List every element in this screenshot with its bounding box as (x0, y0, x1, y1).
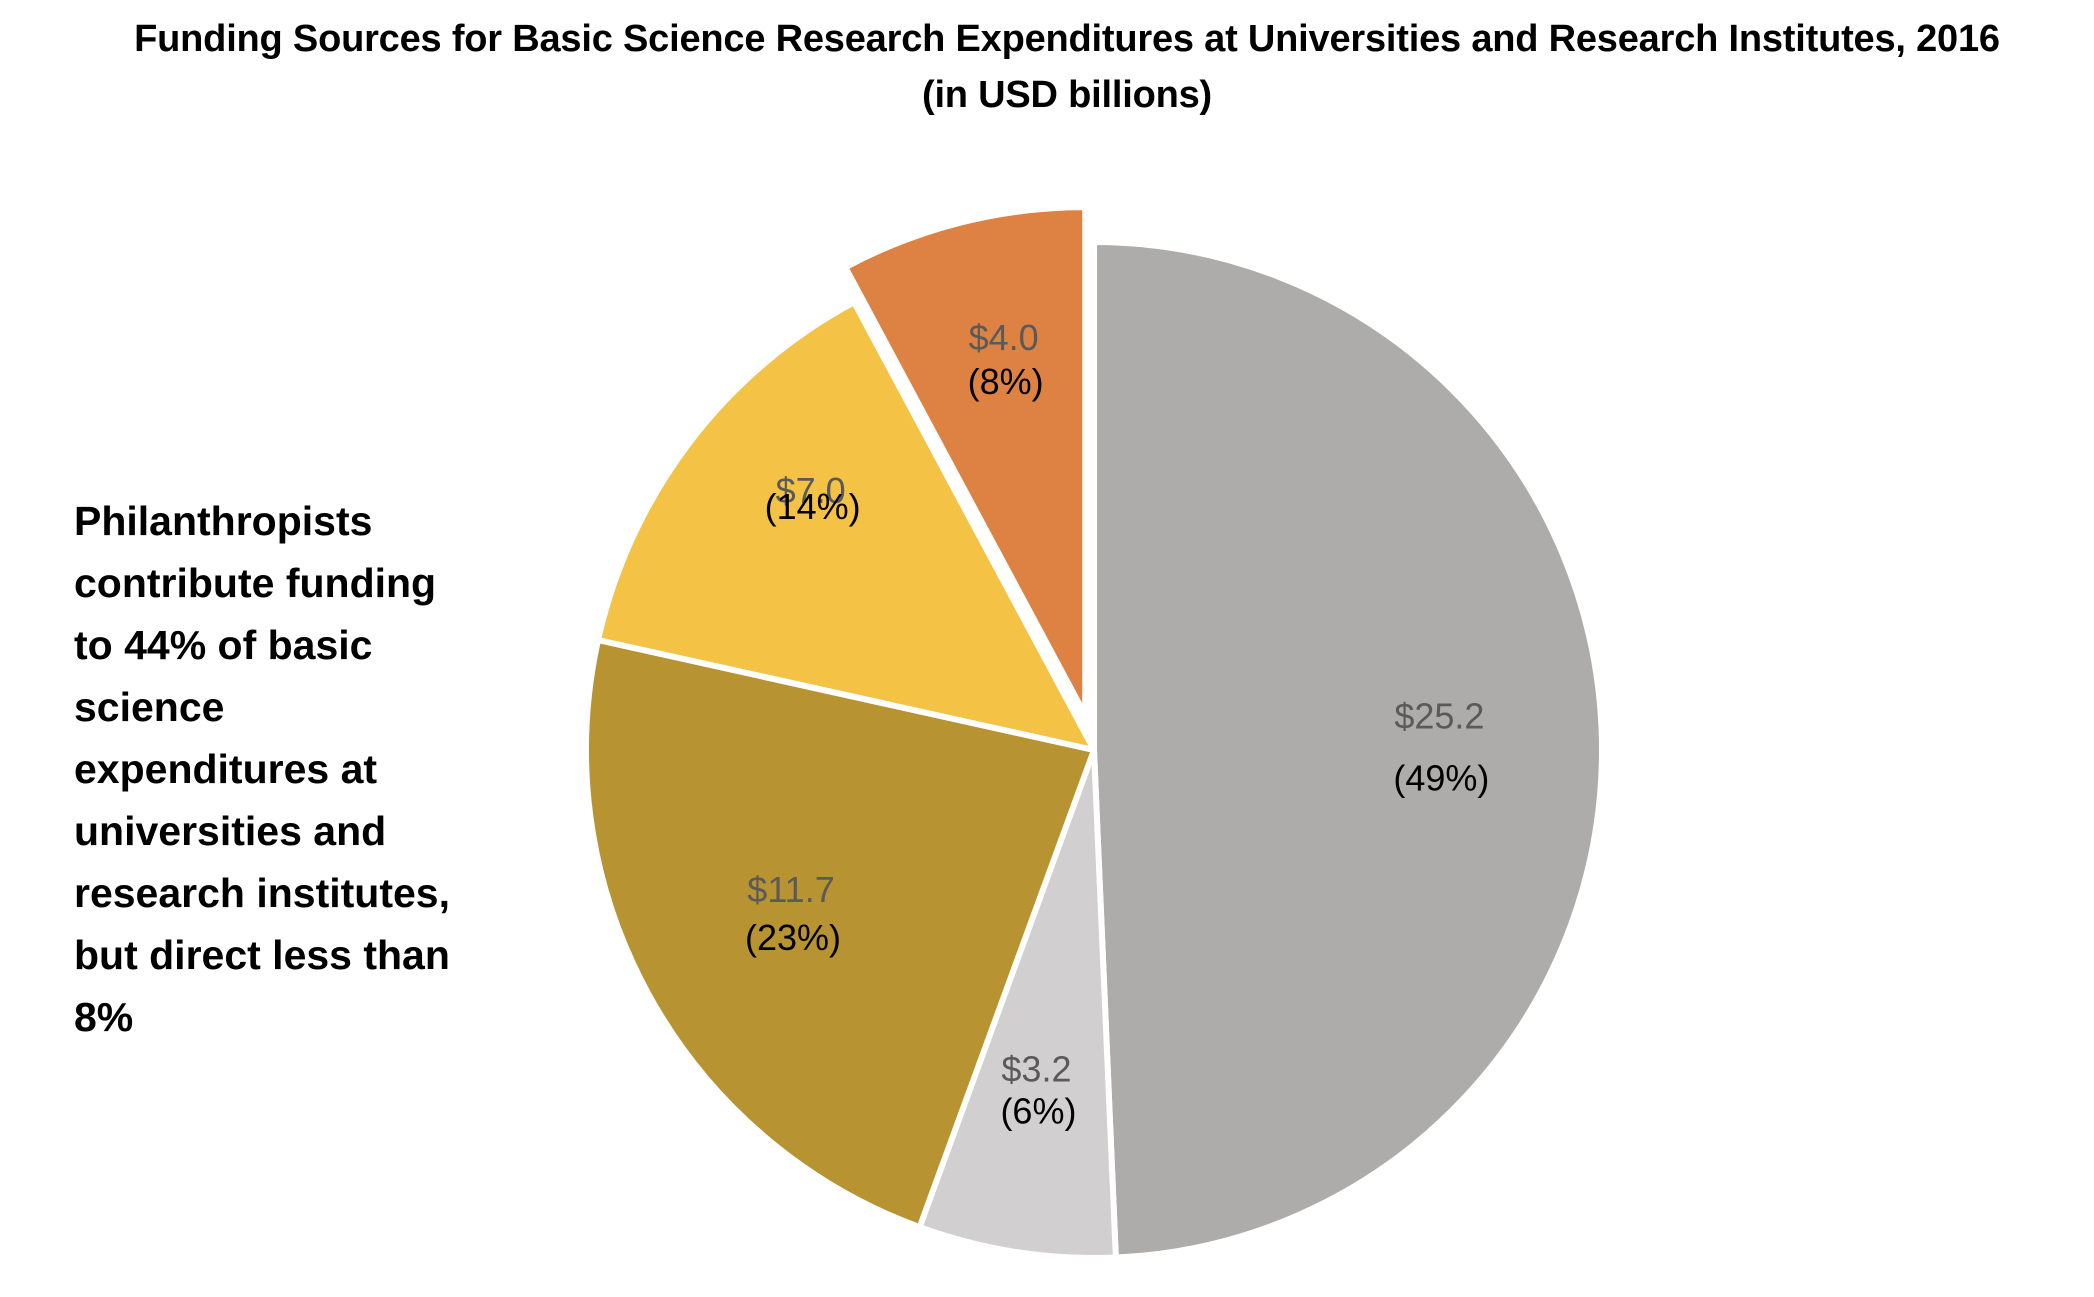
chart-subtitle: (in USD billions) (921, 74, 1213, 116)
pie-slice-3-2 (916, 747, 1119, 1261)
annotation-line: universities and (74, 808, 387, 854)
pie-slice-4-0 (842, 204, 1089, 719)
annotation-line: science (74, 684, 225, 730)
pie-slice-11-7 (583, 637, 1097, 1231)
pie-slice-25-2 (1091, 239, 1605, 1261)
slice-value-label: $3.2 (1001, 1048, 1071, 1089)
annotation-text: Philanthropists contribute funding to 44… (74, 490, 534, 1048)
annotation-line: 8% (74, 994, 134, 1040)
slice-percent-label: (23%) (745, 917, 841, 958)
slice-value-label: $25.2 (1394, 696, 1484, 737)
annotation-line: Philanthropists (74, 498, 373, 544)
annotation-line: research institutes, (74, 870, 450, 916)
slice-percent-label: (8%) (968, 361, 1044, 402)
slice-value-label: $11.7 (747, 869, 834, 910)
annotation-line: contribute funding (74, 560, 437, 606)
slice-value-label: $4.0 (969, 317, 1039, 358)
chart-title: Funding Sources for Basic Science Resear… (134, 18, 2000, 60)
slice-value-label: $7.0 (776, 470, 846, 511)
pie-slice-7-0 (595, 299, 1097, 753)
annotation-line: expenditures at (74, 746, 378, 792)
slice-percent-label: (49%) (1393, 758, 1489, 799)
slice-percent-label: (6%) (1000, 1090, 1076, 1131)
annotation-line: to 44% of basic (74, 622, 373, 668)
slice-percent-label: (14%) (765, 486, 861, 527)
annotation-line: but direct less than (74, 932, 450, 978)
